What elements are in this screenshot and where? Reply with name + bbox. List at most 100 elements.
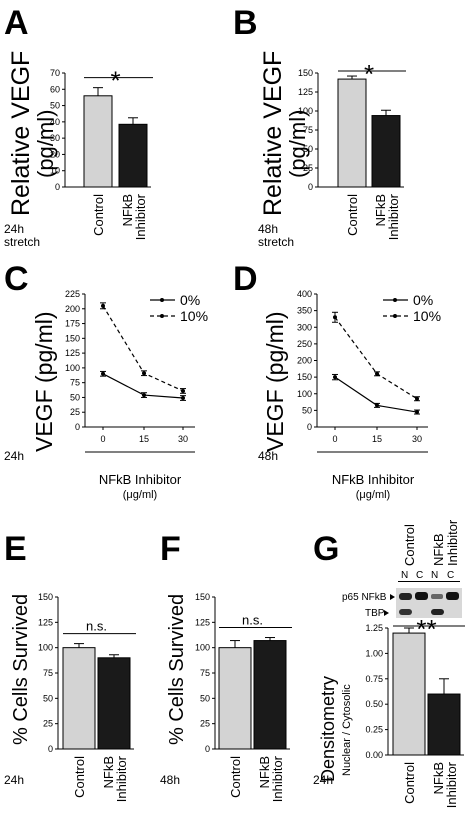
panel-d-letter: D — [233, 260, 258, 298]
panel-f-category-label-1a: NFkB — [257, 756, 272, 789]
panel-c-ytick-label-7: 175 — [65, 319, 80, 329]
panel-e-ytick-label-6: 150 — [38, 592, 53, 602]
blot-lane-c2: C — [447, 570, 454, 581]
panel-e-category-label-0: Control — [72, 756, 87, 798]
panel-d-xtick-label-2: 30 — [412, 434, 422, 444]
panel-d-ytick-label-0: 0 — [307, 422, 312, 432]
panel-c-series-1-point-0 — [101, 303, 105, 308]
panel-g-ytick-label-2: 0.50 — [365, 699, 383, 709]
panel-d-note-time: 48h — [258, 449, 278, 463]
panel-c-xunit: (μg/ml) — [123, 489, 157, 501]
panel-g-ytick-label-4: 1.00 — [365, 648, 383, 658]
panel-g-ytick-label-1: 0.25 — [365, 725, 383, 735]
panel-c-series-1-line — [102, 305, 184, 392]
panel-a-letter: A — [4, 4, 29, 42]
panel-b-bar-0 — [337, 78, 367, 188]
panel-g-category-label-1a: NFkB — [431, 762, 446, 795]
panel-d-ytick-label-1: 50 — [302, 405, 312, 415]
panel-f-category-label-0: Control — [228, 756, 243, 798]
panel-e-bar-1 — [97, 657, 131, 750]
blot-row-p65: p65 NFkB — [342, 592, 387, 603]
panel-a-ytick-label-5: 50 — [50, 101, 60, 111]
panel-a-ytick-label-7: 70 — [50, 68, 60, 78]
panel-d-legend-marker-1 — [393, 314, 397, 318]
panel-f-bar-0 — [218, 647, 252, 750]
panel-d-ytick-label-3: 150 — [297, 372, 312, 382]
panel-c-series-0-point-2 — [181, 396, 185, 401]
panel-g-significance: ** — [416, 614, 436, 644]
blot-lane-c1: C — [416, 570, 423, 581]
panel-a-bar-1 — [118, 123, 148, 188]
panel-c-legend-label-1: 10% — [180, 308, 208, 324]
panel-d-ytick-label-5: 250 — [297, 339, 312, 349]
panel-b-ytick-label-6: 150 — [298, 68, 313, 78]
panel-f-significance: n.s. — [242, 613, 263, 628]
panel-f-ytick-label-2: 50 — [200, 693, 210, 703]
panel-f-ylabel: % Cells Survived — [166, 594, 188, 745]
panel-b-ytick-label-5: 125 — [298, 87, 313, 97]
blot-lane-rule — [398, 581, 460, 582]
panel-e-ytick-label-3: 75 — [43, 668, 53, 678]
panel-g-ytick-label-5: 1.25 — [365, 623, 383, 633]
blot-lane-n1: N — [401, 570, 408, 581]
panel-g-ytick-label-0: 0.00 — [365, 750, 383, 760]
panel-d-legend-label-0: 0% — [413, 292, 433, 308]
panel-c-xtick-label-0: 0 — [100, 434, 105, 444]
panel-d-legend-label-1: 10% — [413, 308, 441, 324]
panel-f-ytick-label-1: 25 — [200, 719, 210, 729]
panel-d-ytick-label-4: 200 — [297, 356, 312, 366]
panel-e-significance: n.s. — [86, 619, 107, 634]
panel-b-ylabel: Relative VEGF — [259, 51, 287, 216]
panel-g-ytick-label-3: 0.75 — [365, 674, 383, 684]
panel-c-ytick-label-4: 100 — [65, 363, 80, 373]
panel-f-ytick-label-3: 75 — [200, 668, 210, 678]
panel-f-ytick-label-5: 125 — [195, 617, 210, 627]
panel-e-letter: E — [4, 530, 27, 568]
panel-b-category-label-1b: Inhibitor — [386, 193, 401, 240]
panel-d-series-1-point-0 — [333, 315, 337, 320]
panel-e-ytick-label-1: 25 — [43, 719, 53, 729]
panel-g-bar-1 — [427, 693, 461, 756]
panel-g-letter: G — [313, 530, 339, 568]
panel-g-category-label-1b: Inhibitor — [444, 761, 459, 808]
panel-a-category-label-1b: Inhibitor — [133, 193, 148, 240]
panel-d-series-1-line — [334, 316, 418, 400]
panel-d-ytick-label-6: 300 — [297, 322, 312, 332]
blot-band-tbp-inhibitor-n — [431, 609, 444, 615]
panel-g-ylabel: Densitometry — [318, 676, 338, 782]
panel-f-ytick-label-6: 150 — [195, 592, 210, 602]
panel-e-bar-0 — [62, 647, 96, 750]
panel-d-xtick-label-0: 0 — [332, 434, 337, 444]
panel-d-series-0-point-1 — [375, 403, 379, 408]
blot-arrow-tbp — [384, 610, 389, 616]
panel-c-series-0-point-0 — [101, 371, 105, 376]
blot-band-tbp-control-n — [399, 609, 412, 615]
blot-row-tbp: TBP — [365, 608, 385, 619]
panel-b-note-time: 48h — [258, 222, 278, 236]
panel-c-xtick-label-2: 30 — [178, 434, 188, 444]
panel-c-letter: C — [4, 260, 29, 298]
panel-d-ytick-label-2: 100 — [297, 389, 312, 399]
panel-b-note-stretch: stretch — [258, 235, 294, 249]
panel-d-series-1-point-1 — [375, 371, 379, 376]
panel-e-ylabel: % Cells Survived — [10, 594, 32, 745]
panel-a-ytick-label-3: 30 — [50, 133, 60, 143]
panel-f-bar-1 — [253, 640, 287, 750]
panel-c-ytick-label-9: 225 — [65, 289, 80, 299]
panel-a-category-label-0: Control — [91, 194, 106, 236]
panel-e-category-label-1a: NFkB — [101, 756, 116, 789]
panel-c-ytick-label-0: 0 — [75, 422, 80, 432]
panel-b-ytick-label-3: 75 — [303, 125, 313, 135]
panel-d-xunit: (μg/ml) — [356, 489, 390, 501]
panel-c-legend-marker-1 — [160, 314, 164, 318]
panel-c-ytick-label-2: 50 — [70, 392, 80, 402]
panel-e-note-time: 24h — [4, 773, 24, 787]
panel-c-legend-label-0: 0% — [180, 292, 200, 308]
panel-d-series-0-point-0 — [333, 375, 337, 380]
panel-c-xlabel: NFkB Inhibitor — [99, 472, 182, 487]
panel-c-note-time: 24h — [4, 449, 24, 463]
panel-a-ytick-label-2: 20 — [50, 149, 60, 159]
panel-a-ytick-label-6: 60 — [50, 84, 60, 94]
